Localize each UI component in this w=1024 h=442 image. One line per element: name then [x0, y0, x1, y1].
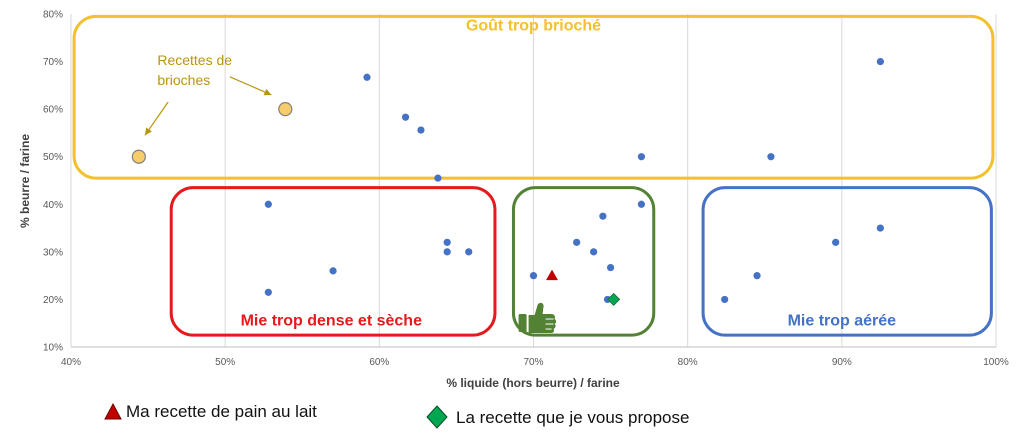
data-point [434, 174, 442, 182]
data-point [637, 200, 646, 208]
y-tick-label: 70% [43, 57, 63, 68]
annotation-line: Recettes de [157, 52, 232, 68]
data-point [599, 212, 607, 220]
x-tick-label: 100% [983, 357, 1009, 368]
diamond-marker-icon [426, 405, 448, 429]
zone-box [169, 186, 497, 337]
brioche-point [278, 102, 293, 117]
data-point [753, 272, 761, 280]
x-tick-label: 40% [61, 357, 81, 368]
y-tick-label: 30% [43, 247, 63, 258]
data-points [131, 57, 884, 306]
data-point [721, 295, 729, 304]
y-tick-label: 10% [43, 343, 63, 354]
data-point [465, 248, 473, 256]
y-tick-label: 20% [43, 295, 63, 306]
tick-labels: 40% 50% 60% 70% 80% 90% 100% 10% 20% 30% 40% 50% 60%… [43, 10, 1009, 369]
annotation-arrow [229, 76, 272, 96]
annotation-label: Recettes de brioches [157, 52, 232, 88]
data-point [573, 238, 581, 246]
data-point [401, 113, 410, 121]
arrow-head [263, 88, 272, 96]
zone-label: Goût trop brioché [466, 18, 601, 35]
data-point [832, 238, 840, 246]
data-point [443, 238, 451, 246]
triangle-marker-icon [104, 402, 122, 420]
data-point [264, 288, 272, 296]
thumb-cuff [518, 314, 527, 333]
data-point [329, 267, 337, 275]
thumb-hand [528, 302, 557, 334]
x-tick-label: 60% [369, 357, 389, 368]
data-point [590, 248, 598, 256]
zone-label: Mie trop aérée [788, 313, 897, 330]
data-point [876, 224, 884, 232]
zone-box [511, 186, 656, 337]
x-tick-label: 80% [678, 357, 698, 368]
x-axis-title: % liquide (hors beurre) / farine [446, 376, 620, 390]
x-tick-label: 70% [523, 357, 543, 368]
diamond-point [607, 292, 621, 306]
data-point [363, 73, 371, 81]
triangle-point [546, 269, 558, 281]
legend-item-ma-recette: Ma recette de pain au lait [104, 402, 317, 421]
y-tick-label: 40% [43, 200, 63, 211]
brioche-point [131, 149, 146, 164]
data-point [417, 126, 425, 134]
y-tick-label: 80% [43, 10, 63, 21]
data-point [876, 57, 884, 66]
data-point [529, 272, 538, 280]
x-tick-label: 90% [832, 357, 852, 368]
annotation-line: brioches [157, 72, 210, 88]
zone-box [72, 14, 995, 180]
data-point [637, 153, 646, 161]
zones: Goût trop brioché Mie trop dense et sèche… [72, 14, 995, 337]
arrow-head [145, 127, 152, 136]
thumbs-up-icon [518, 302, 557, 334]
data-point [443, 248, 451, 256]
y-axis-title: % beurre / farine [18, 134, 32, 228]
y-tick-label: 60% [43, 105, 63, 116]
legend: Ma recette de pain au lait La recette qu… [104, 402, 689, 429]
zone-box [701, 186, 993, 337]
data-point [606, 263, 615, 272]
data-point [767, 153, 775, 161]
x-tick-label: 50% [215, 357, 235, 368]
data-point [264, 200, 272, 208]
zone-label: Mie trop dense et sèche [241, 313, 422, 330]
y-tick-label: 50% [43, 152, 63, 163]
legend-item-recette-proposee: La recette que je vous propose [426, 405, 689, 429]
legend-label: Ma recette de pain au lait [126, 402, 317, 421]
legend-label: La recette que je vous propose [456, 408, 689, 427]
gridlines [70, 14, 997, 348]
annotations: Recettes de brioches [144, 52, 557, 334]
